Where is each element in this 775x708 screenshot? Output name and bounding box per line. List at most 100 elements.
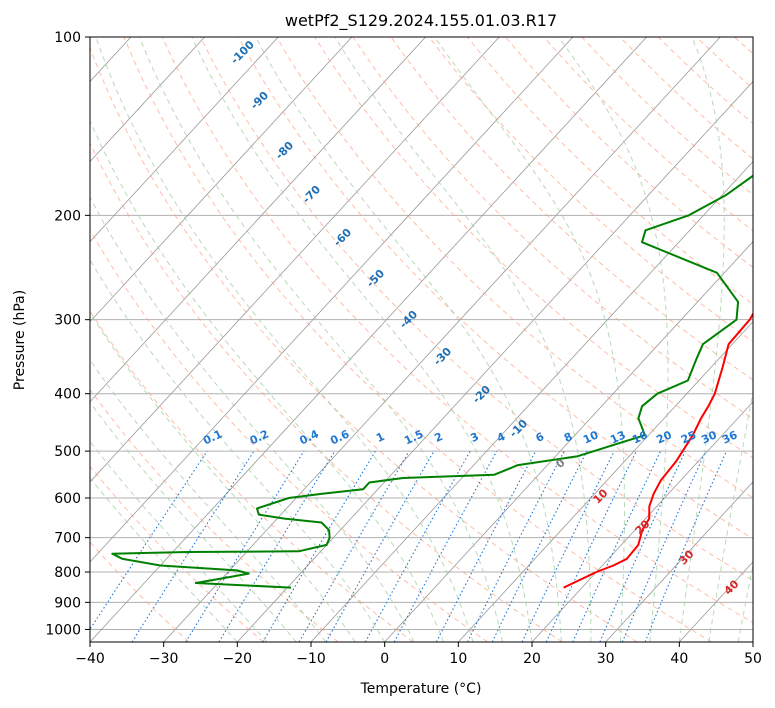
mixing-ratio-line [90,450,208,631]
background-lines [0,37,753,642]
y-tick-label: 800 [54,565,81,581]
isotherm-line [752,641,753,642]
isotherm-line [531,401,753,642]
mixing-ratio-line [393,450,498,642]
isotherm-line [90,37,353,323]
moist-adiabat-label: 40 [722,577,742,597]
isotherm-line [90,37,279,243]
dry-adiabat-label: -60 [331,226,354,249]
moist-adiabat-line [90,258,386,642]
y-tick-label: 300 [54,313,81,329]
moist-adiabat-line [558,37,669,642]
isotherm-line [605,481,753,642]
x-tick-label: −20 [223,651,253,667]
dry-adiabat-line [237,37,753,540]
mixing-ratio-label: 1 [374,430,386,445]
profile-lines [111,174,753,589]
dry-adiabat-label: -90 [248,89,271,112]
isotherm-line [237,80,753,642]
mixing-ratio-line [131,450,255,642]
temperature-line [563,311,753,589]
dry-adiabat-line [734,37,753,55]
dry-adiabat-line [276,37,753,499]
moist-adiabat-line [334,37,592,642]
mixing-ratio-line [644,450,728,642]
mixing-ratio-label: 36 [720,428,740,446]
mixing-ratio-line [621,450,707,642]
mixing-ratio-line [435,450,537,642]
y-tick-label: 400 [54,387,81,403]
mixing-ratio-line [218,450,336,642]
dry-adiabat-label: -20 [470,383,493,406]
isotherm-line [384,241,753,642]
x-tick-label: 0 [380,651,389,667]
dry-adiabat-line [466,37,753,305]
y-tick-label: 700 [54,531,81,547]
x-tick-label: −40 [75,651,105,667]
mixing-ratio-label: 4 [495,430,508,445]
moist-adiabat-line [95,37,474,642]
x-tick-label: −10 [296,651,326,667]
moist-adiabat-line [90,312,356,642]
mixing-ratio-line [491,450,588,642]
y-axis-label: Pressure (hPa) [12,290,28,390]
mixing-ratio-line [185,450,305,642]
dry-adiabat-line [428,37,753,343]
chart-title: wetPf2_S129.2024.155.01.03.R17 [285,11,557,31]
dry-adiabat-label: -10 [507,417,530,440]
moist-adiabat-line [90,401,297,642]
mixing-ratio-label: 0.2 [248,427,271,447]
mixing-ratio-line [521,450,615,642]
mixing-ratio-label: 6 [534,430,547,445]
mixing-ratio-line [599,450,686,642]
y-tick-label: 900 [54,595,81,611]
dry-adiabat-line [161,37,753,624]
dry-adiabat-line [505,37,753,268]
isotherm-line [163,37,721,642]
mixing-ratio-label: 16 [630,428,650,446]
moist-adiabat-label: 30 [677,547,697,567]
isotherm-line [0,37,57,642]
dry-adiabat-line [90,541,190,642]
mixing-ratio-label: 3 [468,430,480,445]
isotherm-line [90,37,205,163]
dry-adiabat-label: -50 [364,267,387,290]
isotherm-line [90,37,500,483]
x-axis-label: Temperature (°C) [360,681,482,697]
moist-adiabat-line [737,562,753,642]
mixing-ratio-label: 25 [679,428,698,446]
dry-adiabat-label: -100 [228,38,257,67]
isotherm-line [310,160,753,642]
isotherm-line [90,37,574,563]
moist-adiabat-label: 10 [591,486,611,506]
mixing-ratio-label: 0.4 [298,427,321,447]
mixing-ratio-line [572,450,662,642]
moist-adiabat-line [90,477,238,642]
y-axis: 100 200 300 400 500 600 700 800 900 1000 [45,30,90,638]
moist-adiabat-line [434,37,625,642]
dry-adiabat-line [90,46,638,642]
moist-adiabat-line [90,196,415,642]
dry-adiabat-label: -80 [273,139,296,162]
mixing-ratio-label: 0.1 [201,427,224,447]
y-tick-label: 600 [54,491,81,507]
mixing-ratio-label: 10 [581,428,601,446]
y-tick-label: 500 [54,444,81,460]
dry-adiabat-line [90,228,488,642]
x-tick-label: 10 [449,651,467,667]
mixing-ratio-line [325,450,435,642]
dry-adiabat-label: -70 [300,183,323,206]
isotherm-line [90,37,426,403]
mixing-ratio-label: 2 [432,430,444,445]
dry-adiabat-line [314,37,753,459]
moist-adiabat-label: 20 [633,517,653,537]
mixing-ratio-line [467,450,565,642]
dry-adiabat-line [390,37,753,381]
dry-adiabat-line [90,465,264,642]
plot-frame [89,36,754,643]
isotherm-line [679,561,753,642]
x-tick-label: 30 [597,651,615,667]
moist-adiabat-line [708,389,753,642]
x-tick-label: 50 [744,651,762,667]
moist-adiabat-line [90,119,445,642]
